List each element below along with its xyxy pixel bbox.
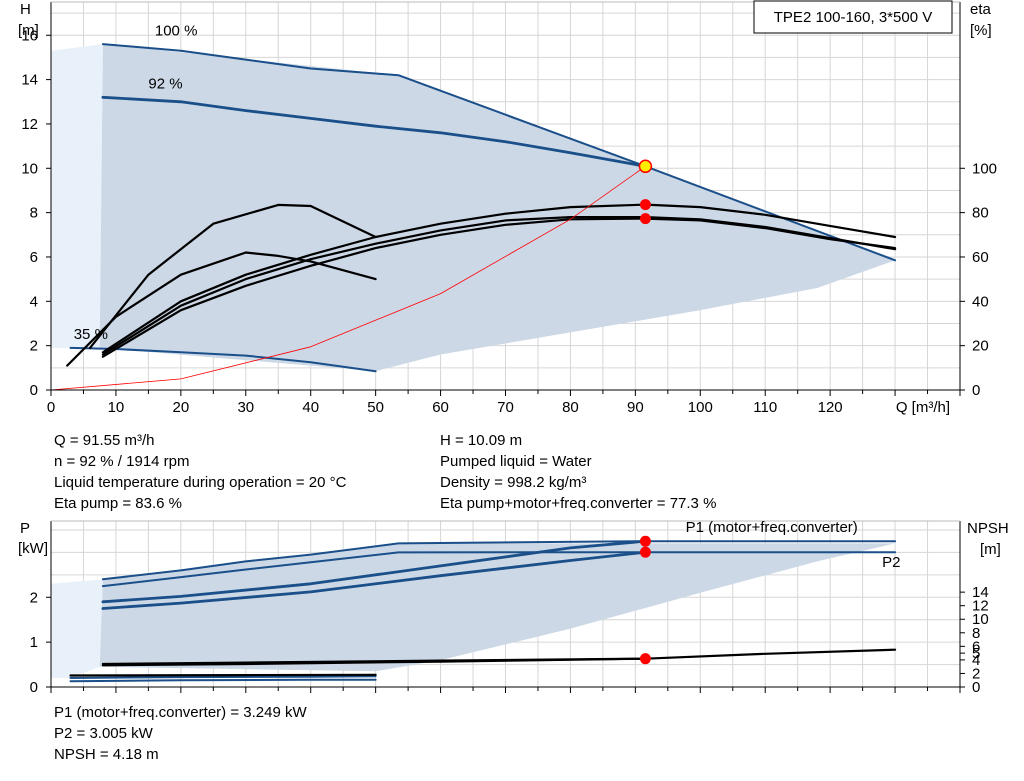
operating-area [99,44,896,372]
info-head: H = 10.09 m [440,432,523,449]
y-axis-label: P [20,520,30,537]
info-p2: P2 = 3.005 kW [54,725,153,742]
info-pumped-liquid: Pumped liquid = Water [440,453,592,470]
x-tick-label: 100 [688,399,713,416]
x-tick-label: 110 [753,399,777,416]
y-tick-label: 2 [30,338,38,355]
duty-point [639,199,651,211]
info-top-left: Q = 91.55 m³/h n = 92 % / 1914 rpm Liqui… [54,430,346,514]
x-tick-label: 80 [562,399,579,416]
x-tick-label: 70 [497,399,514,416]
duty-point [638,159,653,174]
y2-tick-label: 8 [972,625,980,642]
duty-point [639,546,651,558]
series-p2-line [69,678,377,683]
y2-tick-label: 2 [972,665,980,682]
series-eta-line [88,203,377,349]
x-tick-label: 50 [367,399,384,416]
y-tick-label: 1 [30,634,38,651]
x-tick-label: 20 [173,399,190,416]
series-label: P1 (motor+freq.converter) [686,519,858,536]
y2-axis-label: eta [970,1,992,18]
series-npsh-line [69,673,377,677]
info-eta-total: Eta pump+motor+freq.converter = 77.3 % [440,495,717,512]
power-npsh-panel [46,520,965,693]
x-tick-label: 10 [108,399,125,416]
y-tick-label: 0 [30,382,38,399]
duty-point [639,213,651,225]
y-tick-label: 8 [30,205,38,222]
curve-label: 35 % [74,326,108,343]
info-speed: n = 92 % / 1914 rpm [54,453,190,470]
x-tick-label: 30 [237,399,254,416]
y2-tick-label: 14 [972,584,989,601]
x-tick-label: 90 [627,399,644,416]
y2-tick-label: 20 [972,338,989,355]
series-eta-line [101,203,897,354]
y2-tick-label: 0 [972,679,980,696]
duty-point [639,535,651,547]
series-p2-line [101,550,647,610]
y-axis-unit: [kW] [18,540,48,557]
chart-title: TPE2 100-160, 3*500 V [774,9,932,26]
series-label: P2 [882,554,900,571]
head-efficiency-panel [46,0,965,396]
y2-axis-unit: [%] [970,22,992,39]
info-top-right: H = 10.09 m Pumped liquid = Water Densit… [440,430,716,514]
info-bottom: P1 (motor+freq.converter) = 3.249 kW P2 … [54,702,307,765]
curve-label: 92 % [148,75,182,92]
series-p1-line [101,539,647,604]
series-h-line [101,95,647,168]
y-tick-label: 6 [30,249,38,266]
y-axis-label: H [20,1,31,18]
info-npsh: NPSH = 4.18 m [54,746,159,763]
info-density: Density = 998.2 kg/m³ [440,474,587,491]
y2-tick-label: 12 [972,598,989,615]
x-tick-label: 0 [47,399,55,416]
info-p1: P1 (motor+freq.converter) = 3.249 kW [54,704,307,721]
y-tick-label: 0 [30,679,38,696]
y-tick-label: 4 [30,293,38,310]
x-tick-label: 60 [432,399,449,416]
y2-tick-label: 80 [972,205,989,222]
y-tick-label: 10 [21,160,38,177]
info-liquid-temperature: Liquid temperature during operation = 20… [54,474,347,491]
duty-point [639,653,651,665]
y2-tick-label: 40 [972,293,989,310]
y-tick-label: 14 [21,72,38,89]
y-tick-label: 2 [30,589,38,606]
series-system-line [50,165,646,391]
y2-tick-label: 5 [972,645,980,662]
y2-tick-label: 4 [972,652,980,669]
info-flow: Q = 91.55 m³/h [54,432,155,449]
series-eta-line [101,216,897,356]
series-npsh-line [101,657,647,667]
y2-tick-label: 60 [972,249,989,266]
y2-tick-label: 10 [972,611,989,628]
y2-tick-label: 100 [972,160,997,177]
y-tick-label: 16 [21,27,38,44]
title-box [753,0,953,34]
x-tick-label: 40 [302,399,319,416]
x-tick-label: 120 [818,399,843,416]
curve-label: 100 % [155,22,198,39]
x-axis-label: Q [m³/h] [896,399,950,416]
partial-speed-area [51,579,103,679]
partial-speed-area [51,44,103,348]
info-eta-pump: Eta pump = 83.6 % [54,495,182,512]
y-axis-unit: [m] [18,22,39,39]
y-tick-label: 12 [21,116,38,133]
operating-area [99,543,896,672]
y2-axis-unit: [m] [980,541,1001,558]
series-p1-line [69,675,377,679]
y2-axis-label: NPSH [967,520,1009,537]
y2-tick-label: 6 [972,638,980,655]
y2-tick-label: 0 [972,382,980,399]
